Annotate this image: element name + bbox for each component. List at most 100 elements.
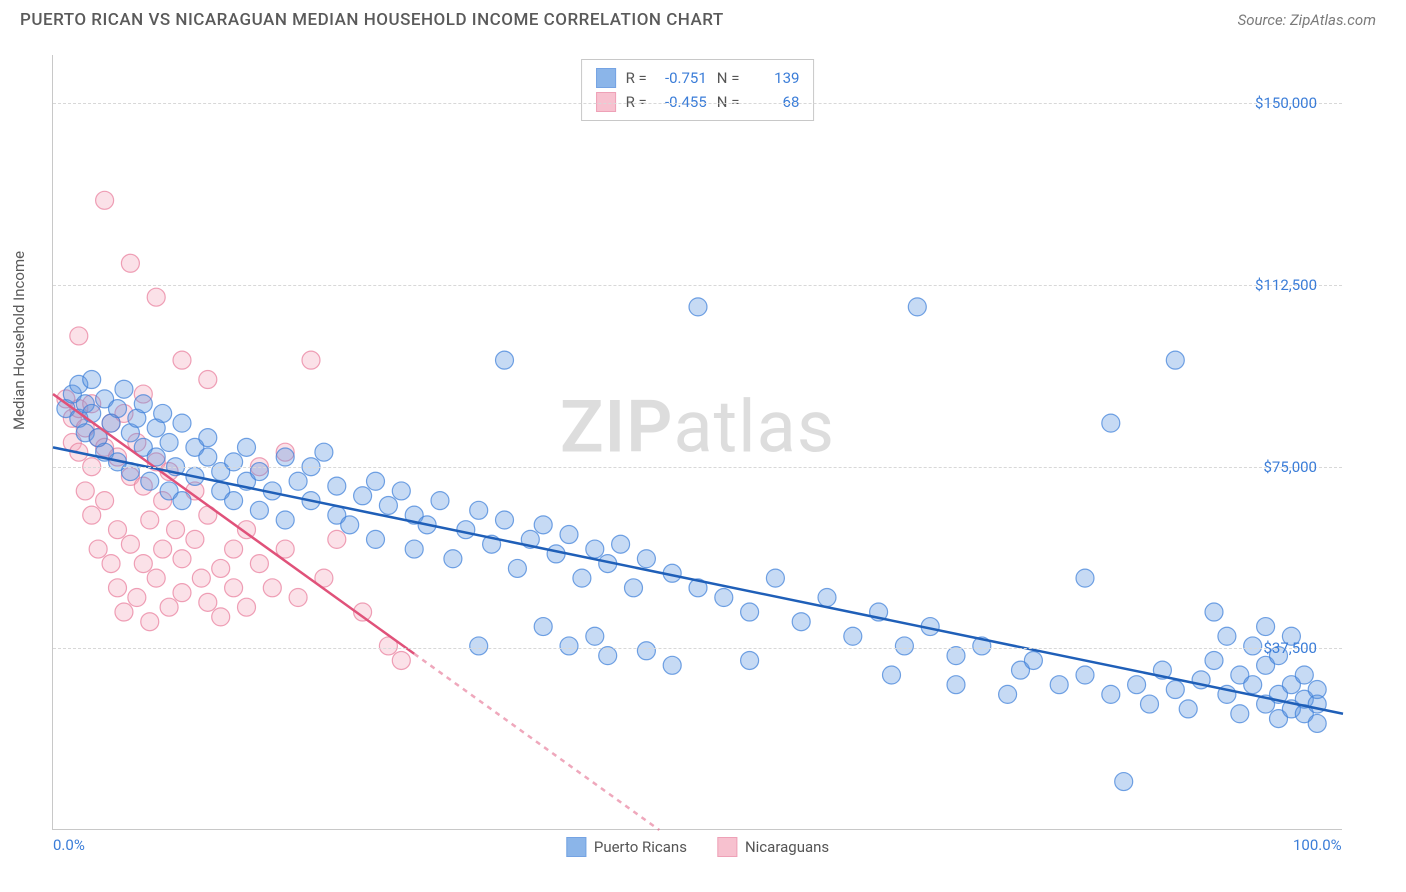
y-axis-label: Median Household Income bbox=[10, 251, 28, 430]
data-point bbox=[302, 351, 320, 369]
data-point bbox=[89, 540, 107, 558]
x-tick-label: 100.0% bbox=[1293, 836, 1342, 854]
data-point bbox=[328, 477, 346, 495]
data-point bbox=[121, 254, 139, 272]
data-point bbox=[141, 472, 159, 490]
data-point bbox=[1244, 637, 1262, 655]
data-point bbox=[147, 288, 165, 306]
data-point bbox=[1257, 618, 1275, 636]
data-point bbox=[1050, 676, 1068, 694]
data-point bbox=[496, 351, 514, 369]
data-point bbox=[741, 603, 759, 621]
data-point bbox=[947, 676, 965, 694]
data-point bbox=[457, 521, 475, 539]
data-point bbox=[276, 448, 294, 466]
data-point bbox=[76, 482, 94, 500]
data-point bbox=[225, 579, 243, 597]
data-point bbox=[792, 613, 810, 631]
data-point bbox=[1205, 603, 1223, 621]
data-point bbox=[250, 501, 268, 519]
data-point bbox=[573, 569, 591, 587]
data-point bbox=[534, 516, 552, 534]
data-point bbox=[1295, 666, 1313, 684]
data-point bbox=[1076, 569, 1094, 587]
data-point bbox=[766, 569, 784, 587]
r-value-2: -0.455 bbox=[657, 93, 707, 111]
data-point bbox=[173, 584, 191, 602]
data-point bbox=[250, 463, 268, 481]
data-point bbox=[83, 404, 101, 422]
data-point bbox=[844, 627, 862, 645]
legend-label-puerto-ricans: Puerto Ricans bbox=[594, 838, 687, 856]
data-point bbox=[625, 579, 643, 597]
data-point bbox=[818, 589, 836, 607]
data-point bbox=[289, 589, 307, 607]
data-point bbox=[109, 521, 127, 539]
legend-item-puerto-ricans: Puerto Ricans bbox=[566, 837, 687, 857]
data-point bbox=[560, 526, 578, 544]
data-point bbox=[586, 627, 604, 645]
data-point bbox=[199, 371, 217, 389]
data-point bbox=[109, 579, 127, 597]
data-point bbox=[121, 535, 139, 553]
data-point bbox=[1128, 676, 1146, 694]
data-point bbox=[276, 511, 294, 529]
data-point bbox=[547, 545, 565, 563]
n-label: N = bbox=[717, 93, 740, 111]
data-point bbox=[173, 550, 191, 568]
data-point bbox=[96, 191, 114, 209]
data-point bbox=[1076, 666, 1094, 684]
data-point bbox=[367, 472, 385, 490]
data-point bbox=[637, 550, 655, 568]
data-point bbox=[1244, 676, 1262, 694]
data-point bbox=[134, 395, 152, 413]
data-point bbox=[315, 443, 333, 461]
data-point bbox=[289, 472, 307, 490]
y-tick-label: $75,000 bbox=[1263, 458, 1317, 476]
data-point bbox=[167, 521, 185, 539]
r-value-1: -0.751 bbox=[657, 69, 707, 87]
data-point bbox=[663, 656, 681, 674]
y-tick-label: $150,000 bbox=[1255, 94, 1317, 112]
r-label: R = bbox=[626, 93, 647, 111]
data-point bbox=[154, 404, 172, 422]
trendline-extrapolated bbox=[414, 654, 659, 830]
data-point bbox=[1024, 651, 1042, 669]
data-point bbox=[405, 540, 423, 558]
data-point bbox=[83, 506, 101, 524]
data-point bbox=[883, 666, 901, 684]
data-point bbox=[109, 400, 127, 418]
source-attribution: Source: ZipAtlas.com bbox=[1238, 11, 1376, 29]
data-point bbox=[908, 298, 926, 316]
data-point bbox=[470, 501, 488, 519]
data-point bbox=[225, 492, 243, 510]
gridline bbox=[53, 648, 1342, 649]
data-point bbox=[1166, 351, 1184, 369]
data-point bbox=[154, 540, 172, 558]
data-point bbox=[128, 589, 146, 607]
data-point bbox=[225, 540, 243, 558]
data-point bbox=[715, 589, 733, 607]
data-point bbox=[470, 637, 488, 655]
chart-title: PUERTO RICAN VS NICARAGUAN MEDIAN HOUSEH… bbox=[20, 10, 724, 30]
scatter-plot-svg bbox=[53, 55, 1342, 829]
data-point bbox=[70, 327, 88, 345]
data-point bbox=[560, 637, 578, 655]
data-point bbox=[102, 555, 120, 573]
data-point bbox=[1179, 700, 1197, 718]
data-point bbox=[999, 685, 1017, 703]
legend-swatch-nicaraguans bbox=[717, 837, 737, 857]
data-point bbox=[147, 569, 165, 587]
stats-legend: R = -0.751 N = 139 R = -0.455 N = 68 bbox=[581, 59, 815, 121]
data-point bbox=[263, 579, 281, 597]
data-point bbox=[199, 448, 217, 466]
legend-swatch-puerto-ricans bbox=[596, 68, 616, 88]
r-label: R = bbox=[626, 69, 647, 87]
data-point bbox=[212, 559, 230, 577]
gridline bbox=[53, 103, 1342, 104]
stats-legend-row-2: R = -0.455 N = 68 bbox=[596, 90, 800, 114]
data-point bbox=[392, 651, 410, 669]
data-point bbox=[508, 559, 526, 577]
data-point bbox=[328, 530, 346, 548]
legend-swatch-nicaraguans bbox=[596, 92, 616, 112]
